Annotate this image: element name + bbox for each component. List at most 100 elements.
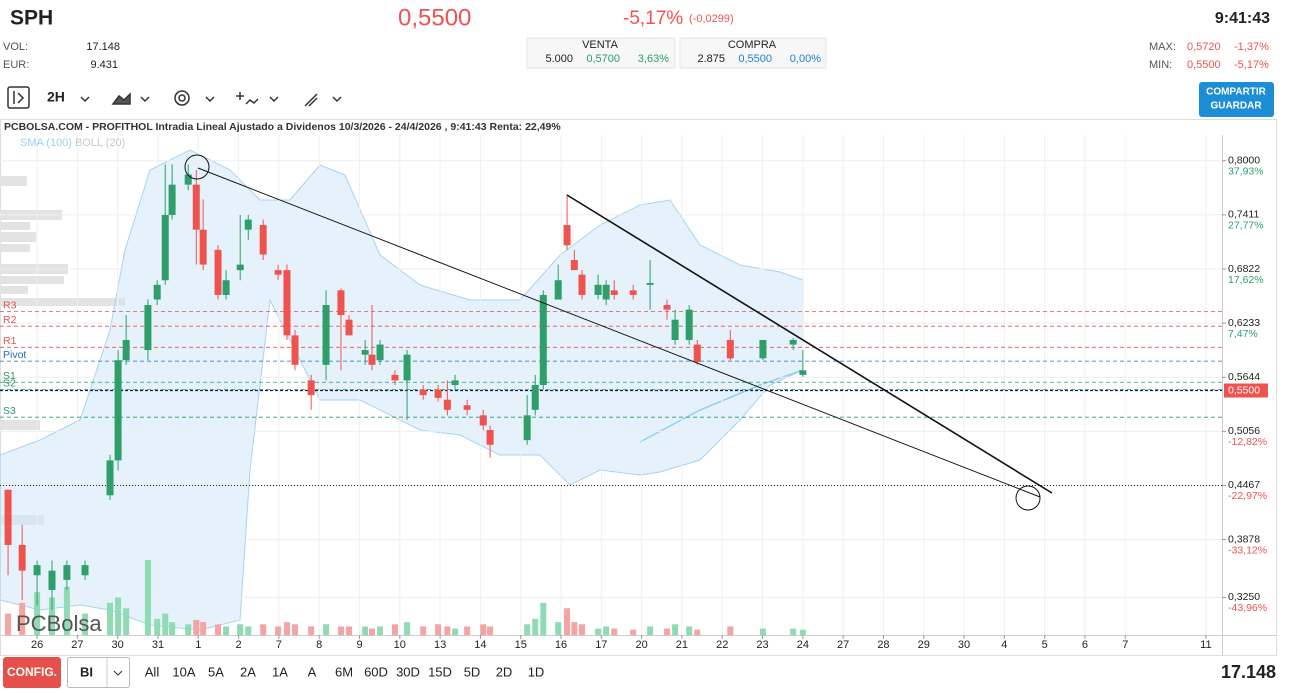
volume-bar <box>480 624 487 635</box>
legend-boll: BOLL (20) <box>75 137 125 149</box>
volume-bar <box>200 622 207 635</box>
volume-bar <box>694 629 701 635</box>
volume-bar <box>391 624 398 635</box>
y-tick-change: 37,93% <box>1228 166 1264 178</box>
volume-bar <box>603 626 610 635</box>
volume-bar <box>672 624 679 635</box>
panel-icon <box>13 91 25 104</box>
share-button-label: COMPARTIR <box>1206 87 1267 98</box>
period-button[interactable]: 5D <box>464 664 481 679</box>
min-pct: -5,17% <box>1234 59 1269 71</box>
y-tick-label: 0,5644 <box>1228 371 1260 383</box>
period-button[interactable]: 6M <box>335 664 353 679</box>
y-tick-change: -22,97% <box>1228 490 1267 502</box>
y-tick-change: 7,47% <box>1228 328 1258 340</box>
candle-body <box>122 339 130 361</box>
candle-body <box>663 305 671 310</box>
volume-bar <box>115 597 122 635</box>
buy-box <box>679 37 827 69</box>
volume-bar <box>444 626 451 635</box>
volume-bars <box>5 560 806 635</box>
sell-title: VENTA <box>582 39 619 51</box>
indicators-icon[interactable] <box>236 92 259 105</box>
period-button[interactable]: All <box>145 664 160 679</box>
x-tick-label: 7 <box>1122 639 1128 651</box>
trend-anchor <box>184 154 210 180</box>
x-tick-label: 8 <box>316 639 322 651</box>
change-abs: (-0,0299) <box>689 13 734 25</box>
candle-body <box>192 184 200 230</box>
volume-bar <box>275 626 282 635</box>
toolbar <box>7 86 342 109</box>
volume-bar <box>452 628 459 635</box>
y-tick-change: -43,96% <box>1228 602 1267 614</box>
x-tick-label: 22 <box>716 639 728 651</box>
volume-bar <box>169 622 176 635</box>
candle-body <box>646 282 654 285</box>
trend-line <box>566 194 1053 494</box>
volume-bar <box>524 624 531 635</box>
volume-bar <box>337 626 344 635</box>
vol-label: VOL: <box>3 41 28 53</box>
config-button[interactable] <box>3 657 61 688</box>
candle-body <box>259 225 267 255</box>
last-price-box <box>1224 383 1268 398</box>
x-tick-label: 21 <box>676 639 688 651</box>
volume-bar <box>595 628 602 635</box>
y-tick-label: 0,4467 <box>1228 479 1260 491</box>
period-button[interactable]: 5A <box>208 664 224 679</box>
x-tick-label: 13 <box>434 639 446 651</box>
x-tick-label: 7 <box>276 639 282 651</box>
candle-body <box>403 354 411 381</box>
eur: 9.431 <box>90 59 118 71</box>
candle-body <box>322 305 330 365</box>
panel-toggle[interactable] <box>7 86 30 109</box>
vol: 17.148 <box>86 41 120 53</box>
volume-bar <box>123 608 130 635</box>
period-button[interactable]: 1A <box>272 664 288 679</box>
legend-sma: SMA (100) <box>20 137 72 149</box>
settings-icon[interactable] <box>174 90 190 106</box>
y-tick-label: 0,3878 <box>1228 533 1260 545</box>
candle-body <box>114 360 122 461</box>
candle-body <box>554 280 562 300</box>
buy-title: COMPRA <box>728 39 777 51</box>
draw-icon[interactable] <box>304 93 318 107</box>
y-tick-change: -33,12% <box>1228 544 1267 556</box>
mode-select[interactable] <box>67 657 130 688</box>
candle-body <box>161 214 169 281</box>
min: 0,5500 <box>1187 59 1221 71</box>
candle-body <box>486 430 494 445</box>
interval[interactable]: 2H <box>47 89 65 105</box>
period-button[interactable]: A <box>308 664 317 679</box>
period-button[interactable]: 2D <box>496 664 513 679</box>
chart-type-icon[interactable] <box>111 92 131 105</box>
period-button[interactable]: 15D <box>428 664 452 679</box>
candle-body <box>144 305 152 351</box>
candle-body <box>799 370 807 375</box>
volume-bar <box>215 624 222 635</box>
candle-body <box>274 270 282 275</box>
save-button-label: GUARDAR <box>1210 101 1262 112</box>
candle-body <box>602 284 610 300</box>
volume-bar <box>34 592 41 635</box>
x-tick-label: 28 <box>877 639 889 651</box>
period-button[interactable]: 2A <box>240 664 256 679</box>
buy-pct: 0,00% <box>790 53 821 65</box>
footer-volume: 17.148 <box>1221 662 1276 682</box>
pivot-label: R1 <box>3 335 17 347</box>
period-button[interactable]: 1D <box>528 664 545 679</box>
candle-body <box>578 274 586 295</box>
period-button[interactable]: 60D <box>364 664 388 679</box>
volume-bar <box>346 626 353 635</box>
config-label: CONFIG. <box>7 665 57 679</box>
volume-bar <box>664 628 671 635</box>
trend-anchor <box>1015 485 1041 511</box>
period-button[interactable]: 30D <box>396 664 420 679</box>
volume-bar <box>63 586 70 635</box>
change-pct: -5,17% <box>623 8 683 29</box>
share-button[interactable] <box>1199 82 1274 117</box>
period-button[interactable]: 10A <box>172 664 195 679</box>
